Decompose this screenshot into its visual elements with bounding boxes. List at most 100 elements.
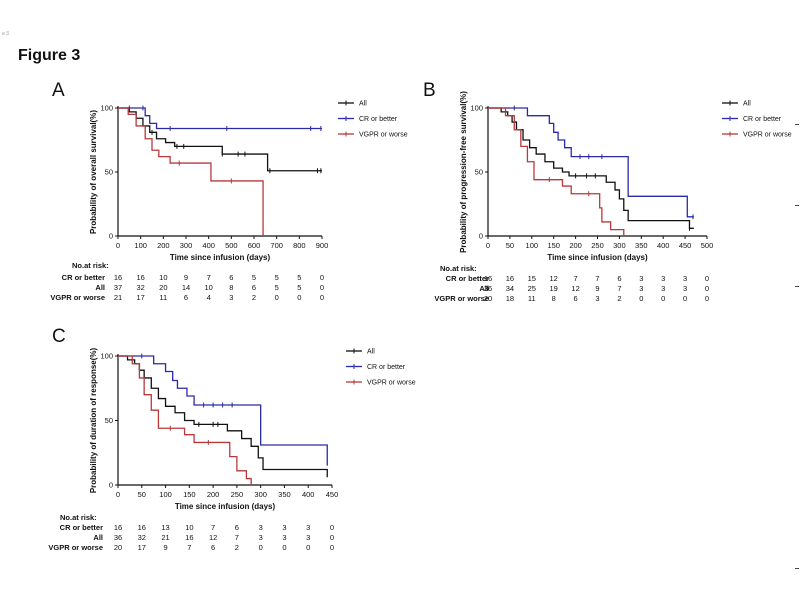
risk-count: 21	[161, 533, 169, 542]
risk-count: 20	[114, 543, 122, 552]
risk-count: 2	[235, 543, 239, 552]
risk-count: 0	[275, 293, 279, 302]
x-tick-label: 300	[254, 490, 267, 499]
x-tick-label: 350	[278, 490, 291, 499]
x-tick-label: 350	[635, 241, 648, 250]
risk-count: 2	[617, 294, 621, 303]
risk-row-label: All	[479, 284, 489, 293]
y-tick-label: 0	[479, 232, 483, 241]
risk-count: 7	[207, 273, 211, 282]
risk-count: 15	[528, 274, 536, 283]
risk-count: 17	[136, 293, 144, 302]
edge-mark	[795, 568, 799, 569]
x-tick-label: 600	[248, 241, 261, 250]
risk-count: 0	[330, 533, 334, 542]
risk-count: 3	[259, 533, 263, 542]
edge-mark	[795, 124, 799, 125]
legend-label: All	[743, 101, 751, 108]
km-curve-cr-or-better	[118, 355, 328, 466]
x-tick-label: 50	[138, 490, 146, 499]
risk-count: 12	[571, 284, 579, 293]
legend-label: VGPR or worse	[743, 132, 792, 139]
x-tick-label: 300	[613, 241, 626, 250]
y-tick-label: 0	[109, 232, 113, 241]
legend-label: CR or better	[743, 116, 782, 123]
km-curve-cr-or-better	[118, 107, 322, 130]
x-tick-label: 500	[701, 241, 714, 250]
y-tick-label: 100	[100, 104, 113, 113]
risk-count: 0	[683, 294, 687, 303]
risk-count: 7	[235, 533, 239, 542]
risk-count: 0	[705, 294, 709, 303]
edge-mark	[795, 286, 799, 287]
risk-count: 3	[229, 293, 233, 302]
y-axis-title: Probability of overall survival(%)	[89, 110, 98, 234]
risk-count: 3	[639, 284, 643, 293]
risk-count: 3	[306, 523, 310, 532]
x-tick-label: 800	[293, 241, 306, 250]
risk-count: 10	[159, 273, 167, 282]
x-tick-label: 250	[591, 241, 604, 250]
risk-count: 6	[184, 293, 188, 302]
corner-label: e 3	[2, 31, 9, 37]
x-tick-label: 450	[326, 490, 339, 499]
risk-count: 19	[550, 284, 558, 293]
legend-label: CR or better	[367, 364, 406, 371]
km-curve-vgpr-or-worse	[118, 107, 264, 236]
x-tick-label: 100	[159, 490, 172, 499]
risk-count: 34	[506, 284, 514, 293]
x-tick-label: 200	[207, 490, 220, 499]
x-tick-label: 400	[302, 490, 315, 499]
risk-count: 3	[683, 284, 687, 293]
risk-count: 6	[229, 273, 233, 282]
km-curve-all	[118, 355, 328, 478]
risk-count: 16	[114, 523, 122, 532]
risk-count: 20	[484, 294, 492, 303]
risk-count: 6	[574, 294, 578, 303]
risk-count: 6	[235, 523, 239, 532]
risk-count: 3	[661, 274, 665, 283]
risk-count: 5	[275, 283, 279, 292]
risk-count: 3	[282, 533, 286, 542]
risk-count: 7	[617, 284, 621, 293]
x-axis-title: Time since infusion (days)	[175, 502, 276, 511]
risk-count: 6	[211, 543, 215, 552]
y-tick-label: 100	[470, 104, 483, 113]
risk-count: 5	[252, 273, 256, 282]
risk-count: 0	[705, 284, 709, 293]
risk-row-label: VGPR or worse	[434, 294, 489, 303]
x-axis-title: Time since infusion (days)	[547, 253, 648, 262]
x-tick-label: 0	[116, 490, 120, 499]
legend-label: VGPR or worse	[359, 132, 408, 139]
risk-count: 3	[661, 284, 665, 293]
risk-table-title: No.at risk:	[72, 261, 109, 270]
x-tick-label: 700	[270, 241, 283, 250]
risk-count: 16	[136, 273, 144, 282]
risk-count: 14	[182, 283, 190, 292]
risk-row-label: CR or better	[62, 273, 105, 282]
edge-mark	[795, 205, 799, 206]
risk-count: 7	[187, 543, 191, 552]
risk-count: 0	[330, 523, 334, 532]
risk-row-label: CR or better	[60, 523, 103, 532]
legend-label: VGPR or worse	[367, 380, 416, 387]
risk-count: 2	[252, 293, 256, 302]
risk-count: 16	[484, 274, 492, 283]
risk-row-label: VGPR or worse	[48, 543, 103, 552]
y-tick-label: 0	[109, 481, 113, 490]
risk-count: 0	[320, 293, 324, 302]
risk-count: 25	[528, 284, 536, 293]
km-curve-all	[488, 107, 694, 229]
risk-count: 32	[138, 533, 146, 542]
panel-letter: C	[52, 326, 66, 347]
y-axis-title: Probability of duration of response(%)	[89, 347, 98, 493]
risk-count: 6	[252, 283, 256, 292]
x-tick-label: 0	[486, 241, 490, 250]
figure-title: Figure 3	[18, 47, 81, 64]
risk-count: 3	[306, 533, 310, 542]
risk-count: 3	[639, 274, 643, 283]
risk-count: 4	[207, 293, 211, 302]
risk-count: 7	[211, 523, 215, 532]
risk-count: 0	[320, 273, 324, 282]
